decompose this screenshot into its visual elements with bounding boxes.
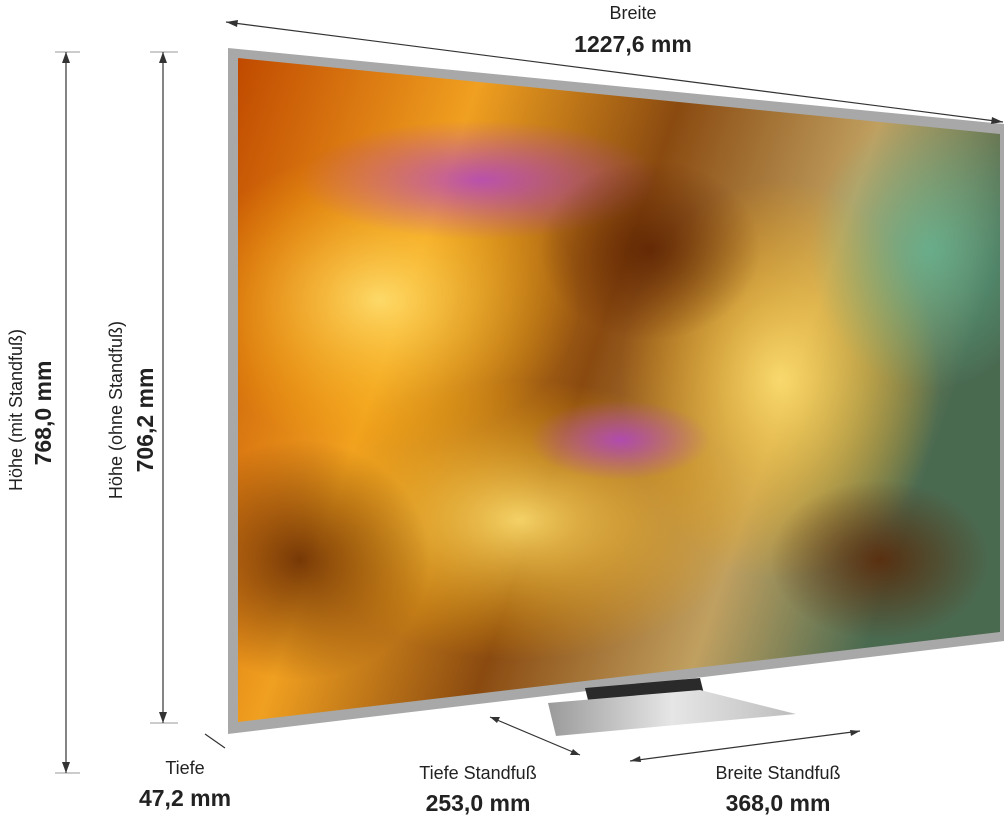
- stand-width-value: 368,0 mm: [726, 790, 831, 816]
- height-with-stand-label: Höhe (mit Standfuß): [6, 329, 26, 491]
- stand-depth-label: Tiefe Standfuß: [419, 763, 536, 783]
- width-value: 1227,6 mm: [574, 31, 692, 57]
- stand-width-label: Breite Standfuß: [715, 763, 840, 783]
- depth-label: Tiefe: [165, 758, 204, 778]
- dimension-lines: [55, 20, 1004, 774]
- height-with-stand-value: 768,0 mm: [30, 361, 56, 466]
- width-label: Breite: [609, 3, 656, 23]
- height-without-stand-value: 706,2 mm: [132, 368, 158, 473]
- depth-value: 47,2 mm: [139, 785, 231, 811]
- screen-image: [238, 110, 1000, 680]
- stand-base: [548, 690, 796, 736]
- height-without-stand-label: Höhe (ohne Standfuß): [106, 321, 126, 499]
- stand-depth-value: 253,0 mm: [426, 790, 531, 816]
